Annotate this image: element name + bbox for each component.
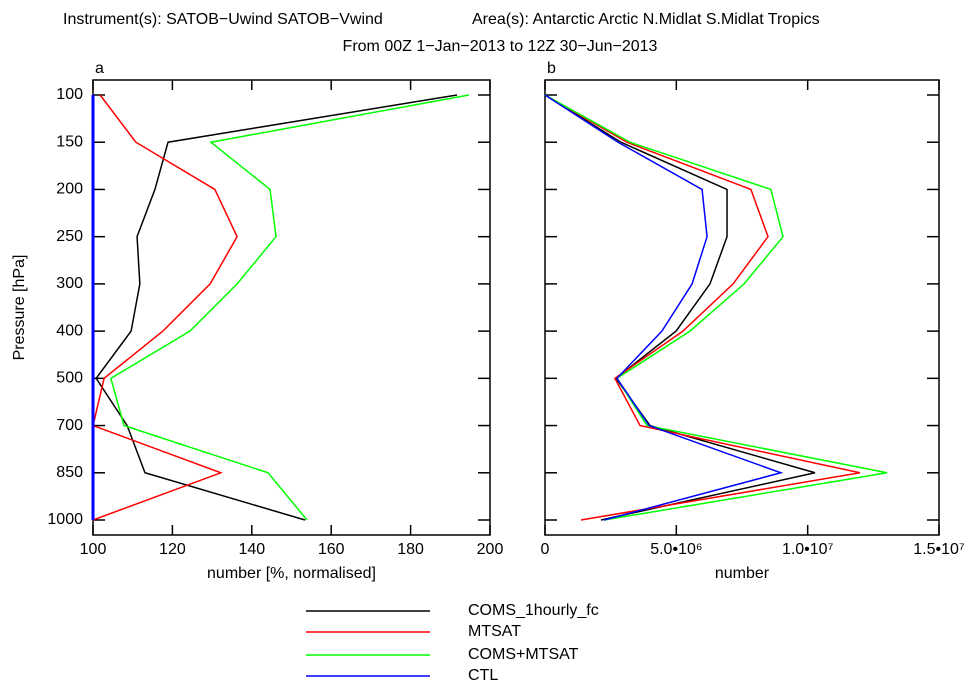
series-line bbox=[544, 94, 816, 521]
period: From 00Z 1−Jan−2013 to 12Z 30−Jun−2013 bbox=[343, 38, 658, 55]
series-line bbox=[92, 94, 238, 521]
plot-frame bbox=[92, 79, 491, 536]
x-tick-label: 140 bbox=[238, 541, 265, 558]
y-tick-label: 250 bbox=[56, 228, 83, 245]
y-tick-label: 1000 bbox=[47, 511, 83, 528]
y-tick-label: 300 bbox=[56, 275, 83, 292]
series-line bbox=[544, 94, 861, 521]
legend-label: COMS+MTSAT bbox=[468, 646, 579, 663]
series-line bbox=[95, 94, 458, 521]
series-line bbox=[544, 94, 784, 521]
plot-frame bbox=[544, 79, 940, 536]
y-tick-label: 200 bbox=[56, 181, 83, 198]
areas: Area(s): Antarctic Arctic N.Midlat S.Mid… bbox=[472, 11, 820, 28]
x-tick-label: 200 bbox=[477, 541, 504, 558]
instruments: Instrument(s): SATOB−Uwind SATOB−Vwind bbox=[63, 11, 383, 28]
y-tick-label: 500 bbox=[56, 370, 83, 387]
series-line bbox=[109, 94, 470, 521]
x-tick-label: 180 bbox=[397, 541, 424, 558]
x-tick-label: 100 bbox=[80, 541, 107, 558]
x-tick-label: 160 bbox=[318, 541, 345, 558]
x-tick-label: 120 bbox=[159, 541, 186, 558]
y-tick-label: 400 bbox=[56, 322, 83, 339]
x-tick-label: 1.5•10⁷ bbox=[913, 541, 965, 558]
panel-label: a bbox=[95, 60, 104, 77]
y-tick-label: 850 bbox=[56, 464, 83, 481]
y-axis-label: Pressure [hPa] bbox=[11, 255, 28, 361]
x-tick-label: 1.0•10⁷ bbox=[782, 541, 834, 558]
x-axis-label: number [%, normalised] bbox=[207, 565, 376, 582]
y-tick-label: 150 bbox=[56, 133, 83, 150]
panel-label: b bbox=[547, 60, 556, 77]
x-axis-label: number bbox=[715, 565, 770, 582]
series-line bbox=[544, 94, 888, 521]
legend-label: MTSAT bbox=[468, 623, 521, 640]
y-tick-label: 100 bbox=[56, 86, 83, 103]
y-tick-label: 700 bbox=[56, 417, 83, 434]
legend-label: COMS_1hourly_fc bbox=[468, 602, 599, 619]
x-tick-label: 0 bbox=[541, 541, 550, 558]
legend-label: CTL bbox=[468, 667, 498, 684]
x-tick-label: 5.0•10⁶ bbox=[650, 541, 702, 558]
